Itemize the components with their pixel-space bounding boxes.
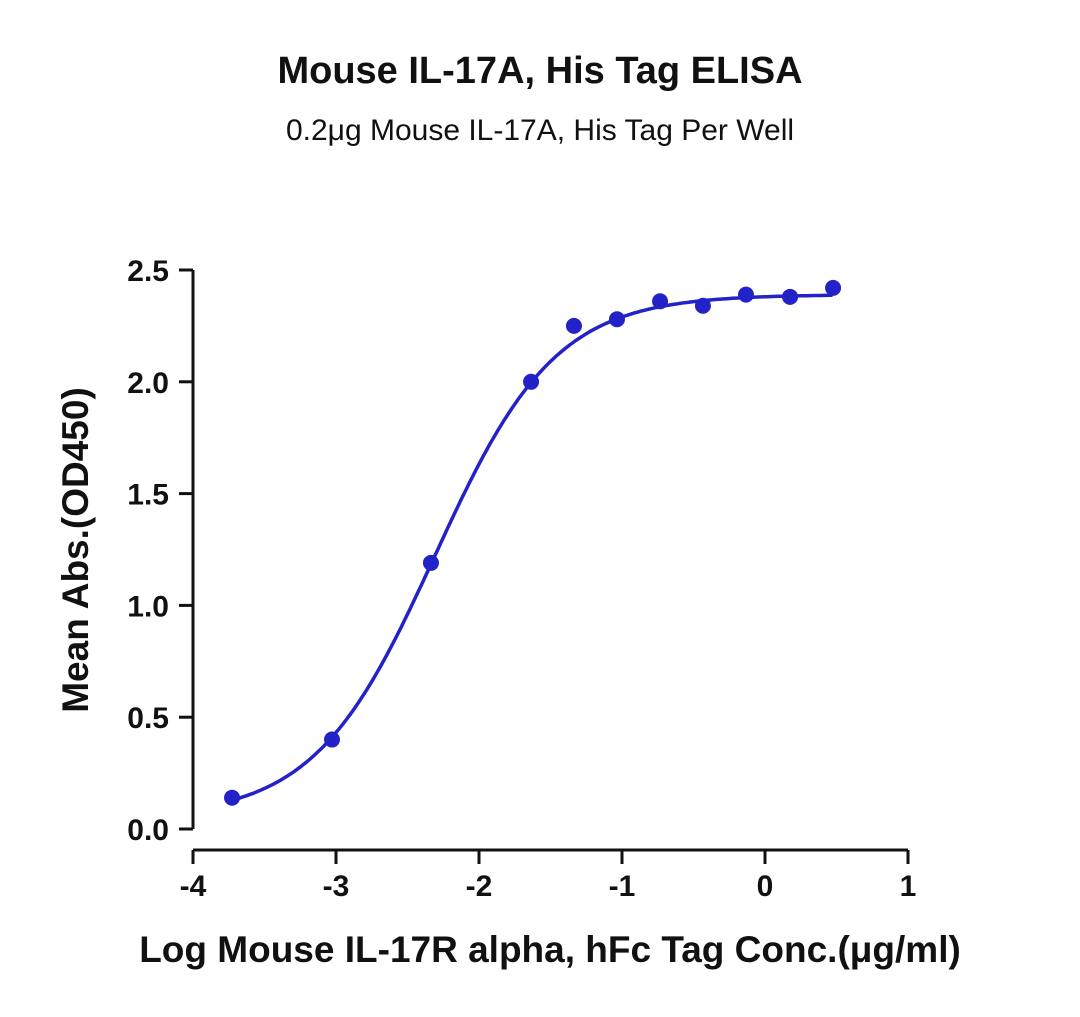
- data-point: [323, 731, 340, 748]
- y-tick-label: 0.5: [127, 702, 169, 735]
- x-tick-label: -1: [609, 870, 636, 903]
- data-point: [825, 279, 842, 296]
- data-point: [422, 554, 439, 571]
- data-point: [782, 288, 799, 305]
- x-tick-label: -4: [180, 870, 207, 903]
- data-point: [608, 311, 625, 328]
- y-tick-label: 2.5: [127, 255, 169, 288]
- data-point: [652, 293, 669, 310]
- y-axis-label: Mean Abs.(OD450): [55, 387, 96, 713]
- data-point: [224, 789, 241, 806]
- y-tick-label: 0.0: [127, 814, 169, 847]
- x-tick-label: 0: [757, 870, 774, 903]
- y-tick-label: 1.0: [127, 590, 169, 623]
- chart-subtitle: 0.2μg Mouse IL-17A, His Tag Per Well: [285, 114, 795, 147]
- data-point: [737, 286, 754, 303]
- data-point: [694, 297, 711, 314]
- y-tick-label: 1.5: [127, 479, 169, 512]
- y-tick-label: 2.0: [127, 367, 169, 400]
- x-tick-label: 1: [900, 870, 917, 903]
- data-point: [523, 373, 540, 390]
- x-tick-label: -3: [323, 870, 350, 903]
- x-tick-label: -2: [466, 870, 493, 903]
- data-point: [565, 317, 582, 334]
- chart-title: Mouse IL-17A, His Tag ELISA: [277, 50, 803, 92]
- x-axis-label: Log Mouse IL-17R alpha, hFc Tag Conc.(μg…: [139, 929, 961, 970]
- fit-curve: [231, 293, 833, 802]
